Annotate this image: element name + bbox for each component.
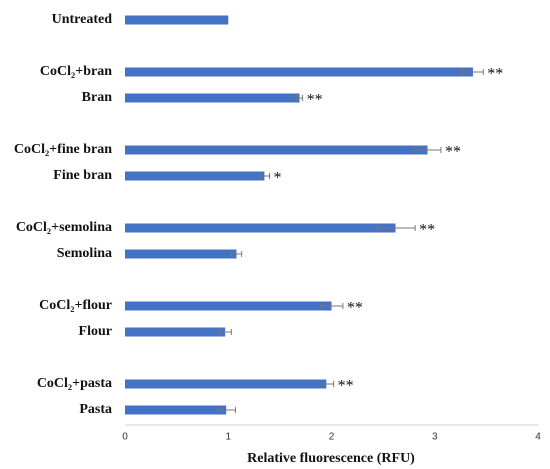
x-tick-label: 2 [329, 432, 335, 443]
significance-label: ** [419, 222, 435, 239]
bar [125, 223, 396, 233]
bar [125, 405, 227, 415]
error-bar [218, 329, 232, 335]
bar [125, 15, 229, 25]
bar [125, 327, 226, 337]
bar [125, 67, 473, 77]
error-bar [462, 69, 484, 75]
y-tick-label: Fine bran [53, 168, 112, 183]
error-bar [295, 95, 304, 101]
y-tick-label: Semolina [57, 246, 112, 261]
bar [125, 379, 327, 389]
bar [125, 145, 428, 155]
error-bar [319, 303, 344, 309]
error-bar [375, 225, 416, 231]
x-tick-label: 4 [535, 432, 541, 443]
x-tick-label: 3 [432, 432, 438, 443]
y-tick-label: CoCl₂+flour [39, 298, 112, 313]
bar [125, 301, 332, 311]
y-tick-label: Untreated [52, 12, 113, 27]
x-tick-label: 1 [225, 432, 231, 443]
y-tick-label: Pasta [79, 402, 112, 417]
y-tick-label: CoCl₂+bran [40, 64, 112, 79]
x-tick-label: 0 [122, 432, 128, 443]
significance-label: ** [307, 92, 323, 109]
error-bar [413, 147, 442, 153]
error-bar [216, 407, 236, 413]
bar [125, 249, 237, 259]
significance-label: ** [338, 378, 354, 395]
significance-label: ** [487, 66, 503, 83]
y-tick-label: CoCl₂+fine bran [14, 142, 112, 157]
y-tick-label: Bran [82, 90, 113, 105]
y-tick-label: Flour [79, 324, 112, 339]
error-bar [258, 173, 271, 179]
error-bar [318, 381, 335, 387]
bar [125, 171, 265, 181]
y-tick-label: CoCl₂+semolina [16, 220, 112, 235]
error-bar [230, 251, 243, 257]
significance-label: ** [445, 144, 461, 161]
significance-label: ** [347, 300, 363, 317]
significance-label: * [274, 170, 282, 187]
bar [125, 93, 300, 103]
x-axis-title: Relative fluorescence (RFU) [247, 451, 415, 466]
y-tick-label: CoCl₂+pasta [37, 376, 112, 391]
